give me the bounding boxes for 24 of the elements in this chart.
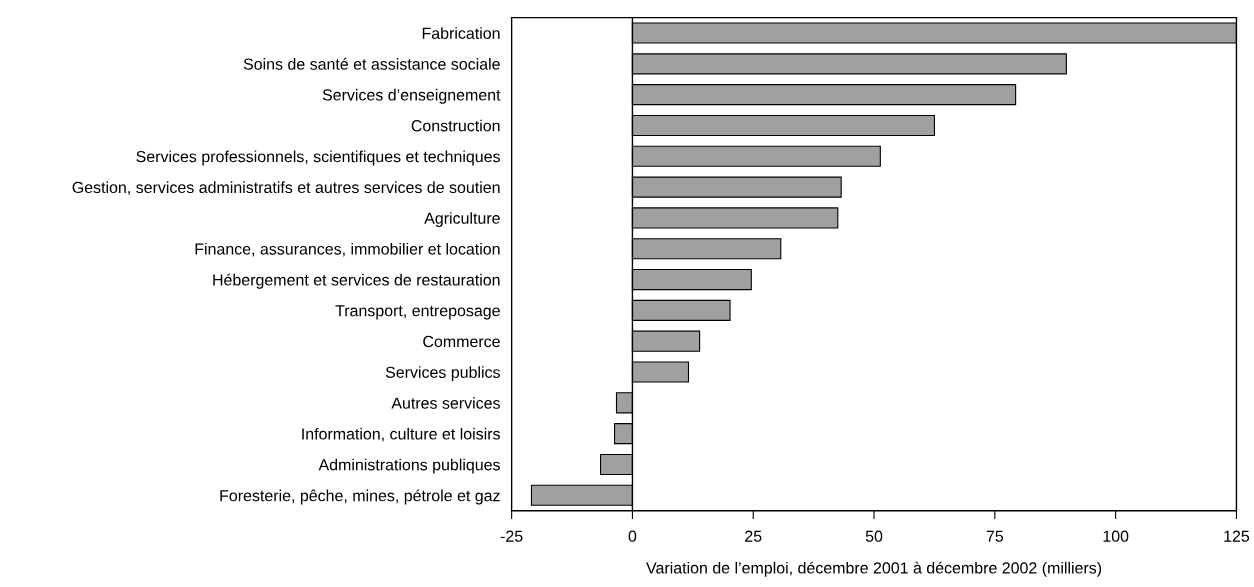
y-tick-label: Gestion, services administratifs et autres services de soutien [72, 181, 500, 195]
y-tick-label: Soins de santé et assistance sociale [243, 57, 500, 70]
y-tick-label: Commerce [423, 335, 500, 348]
y-tick-label: Finance, assurances, immobilier et location [195, 242, 500, 257]
y-tick-label: Services publics [385, 366, 500, 382]
x-tick-label: 100 [1103, 530, 1129, 542]
x-tick-label: 125 [1224, 530, 1250, 542]
y-tick-label: Hébergement et services de restauration [213, 273, 500, 289]
y-tick-label: Autres services [391, 397, 500, 409]
y-tick-label: Services professionnels, scientifiques et techniques [136, 150, 500, 166]
y-tick-label: Construction [411, 119, 500, 132]
y-tick-label: Foresterie, pêche, mines, pétrole et gaz [220, 489, 500, 505]
y-tick-label: Services d’enseignement [322, 88, 501, 104]
x-axis-title: Variation de l’emploi, décembre 2001 à décembre 2002 (milliers) [646, 561, 1102, 577]
y-tick-label: Agriculture [424, 212, 500, 228]
x-tick-label: 75 [986, 530, 1004, 542]
y-tick-label: Administrations publiques [318, 458, 500, 474]
x-tick-label: 50 [865, 530, 883, 542]
y-tick-label: Fabrication [422, 27, 500, 39]
y-tick-label: Information, culture et loisirs [302, 427, 500, 442]
x-tick-label: -25 [500, 530, 523, 542]
x-tick-label: 0 [628, 530, 637, 542]
x-tick-label: 25 [745, 530, 762, 542]
y-tick-label: Transport, entreposage [335, 305, 500, 320]
